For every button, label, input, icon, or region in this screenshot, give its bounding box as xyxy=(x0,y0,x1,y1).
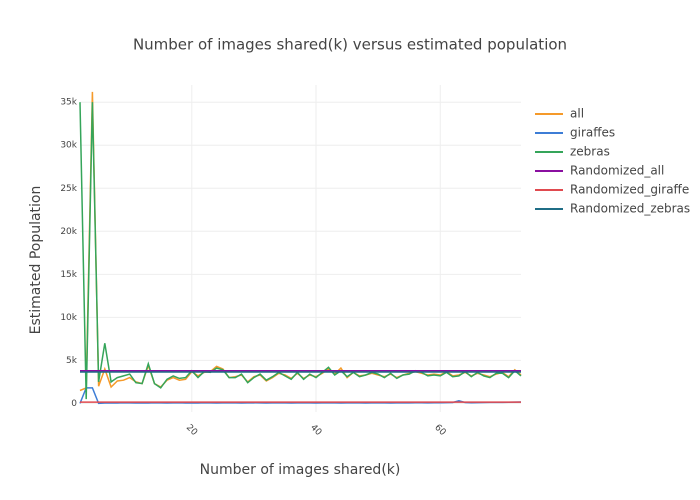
x-axis-title: Number of images shared(k) xyxy=(200,462,401,478)
y-tick-label: 25k xyxy=(60,184,77,194)
legend-label: Randomized_all xyxy=(570,164,664,178)
x-tick-label: 40 xyxy=(308,423,323,438)
legend-label: all xyxy=(570,107,584,121)
y-tick-label: 0 xyxy=(71,399,77,409)
y-axis-title: Estimated Population xyxy=(28,186,44,335)
series-line xyxy=(79,387,522,405)
legend-label: zebras xyxy=(570,145,610,159)
y-tick-label: 10k xyxy=(60,313,77,323)
y-tick-label: 5k xyxy=(66,356,78,366)
y-tick-label: 30k xyxy=(60,141,77,151)
chart-title: Number of images shared(k) versus estima… xyxy=(133,36,567,54)
legend-label: Randomized_giraffe xyxy=(570,183,689,197)
y-tick-label: 35k xyxy=(60,98,77,108)
legend-label: Randomized_zebras xyxy=(570,202,690,216)
legend-label: giraffes xyxy=(570,126,615,140)
y-tick-label: 15k xyxy=(60,270,77,280)
x-tick-label: 20 xyxy=(184,423,199,438)
series-line xyxy=(79,102,522,400)
y-tick-label: 20k xyxy=(60,227,77,237)
series-line xyxy=(79,91,522,392)
x-tick-label: 60 xyxy=(432,423,447,438)
